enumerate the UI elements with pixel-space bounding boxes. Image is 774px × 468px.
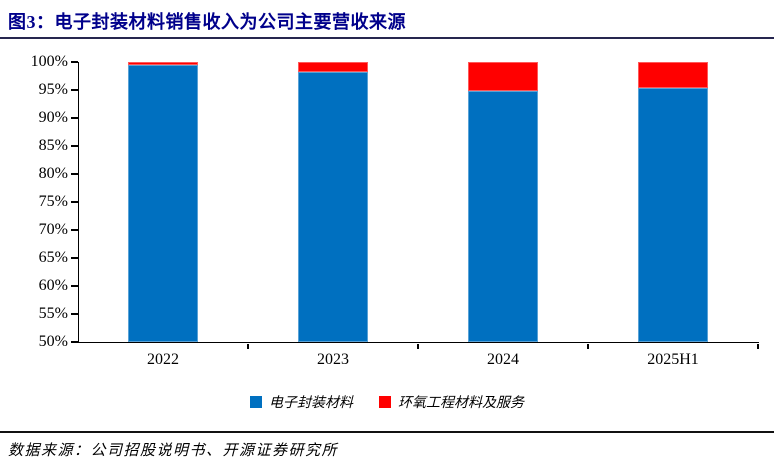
bar-group xyxy=(128,62,198,342)
chart-area: 100% 95% 90% 85% 80% 75% 70% 65% 60% 55% 50% 2022 20… xyxy=(0,48,774,384)
bar-group xyxy=(468,62,538,342)
x-axis-tick-mark xyxy=(757,343,759,349)
y-axis-tick-label: 80% xyxy=(38,165,68,182)
y-axis-tick-mark xyxy=(71,229,78,231)
plot-area xyxy=(78,62,759,343)
y-axis-tick-mark xyxy=(71,145,78,147)
bar-group xyxy=(638,62,708,342)
y-axis-tick-mark xyxy=(71,257,78,259)
x-axis-tick-mark xyxy=(417,343,419,349)
bar-segment-epoxy-services xyxy=(128,62,198,66)
legend-item: 电子封装材料 xyxy=(250,392,353,412)
legend-label: 环氧工程材料及服务 xyxy=(398,396,524,411)
bar-segment-packaging-materials xyxy=(298,71,368,342)
x-axis-tick-mark xyxy=(587,343,589,349)
legend-color-swatch xyxy=(379,396,391,408)
y-axis-tick-label: 60% xyxy=(38,277,68,294)
bar-segment-packaging-materials xyxy=(468,90,538,342)
y-axis-tick-mark xyxy=(71,61,78,63)
y-axis-tick-mark xyxy=(71,341,78,343)
bar-group xyxy=(298,62,368,342)
legend-item: 环氧工程材料及服务 xyxy=(379,392,524,412)
y-axis-tick-label: 95% xyxy=(38,81,68,98)
data-source-note: 数据来源：公司招股说明书、开源证券研究所 xyxy=(8,443,339,459)
x-axis-category-label: 2023 xyxy=(317,351,349,368)
y-axis-tick-mark xyxy=(71,313,78,315)
bar-segment-packaging-materials xyxy=(638,87,708,342)
bar-segment-epoxy-services xyxy=(468,62,538,91)
y-axis-tick-label: 75% xyxy=(38,193,68,210)
legend-label: 电子封装材料 xyxy=(269,396,353,411)
y-axis-tick-mark xyxy=(71,117,78,119)
y-axis-tick-label: 65% xyxy=(38,249,68,266)
y-axis-tick-mark xyxy=(71,285,78,287)
x-axis-category-label: 2025H1 xyxy=(647,351,699,368)
y-axis-tick-label: 50% xyxy=(38,333,68,350)
x-axis-category-label: 2024 xyxy=(487,351,519,368)
bar-segment-packaging-materials xyxy=(128,65,198,342)
figure-title: 图3：电子封装材料销售收入为公司主要营收来源 xyxy=(8,12,406,32)
y-axis-tick-mark xyxy=(71,173,78,175)
y-axis-tick-mark xyxy=(71,201,78,203)
title-divider-line xyxy=(0,37,774,39)
y-axis-tick-label: 85% xyxy=(38,137,68,154)
chart-legend: 电子封装材料 环氧工程材料及服务 xyxy=(0,391,774,413)
bar-segment-epoxy-services xyxy=(298,62,368,72)
y-axis-tick-label: 70% xyxy=(38,221,68,238)
x-axis-category-label: 2022 xyxy=(147,351,179,368)
y-axis-tick-label: 55% xyxy=(38,305,68,322)
y-axis-tick-label: 90% xyxy=(38,109,68,126)
y-axis-tick-mark xyxy=(71,89,78,91)
x-axis-tick-mark xyxy=(247,343,249,349)
bar-segment-epoxy-services xyxy=(638,62,708,88)
y-axis-tick-label: 100% xyxy=(30,53,68,70)
legend-color-swatch xyxy=(250,396,262,408)
footer-divider-line xyxy=(0,431,774,433)
